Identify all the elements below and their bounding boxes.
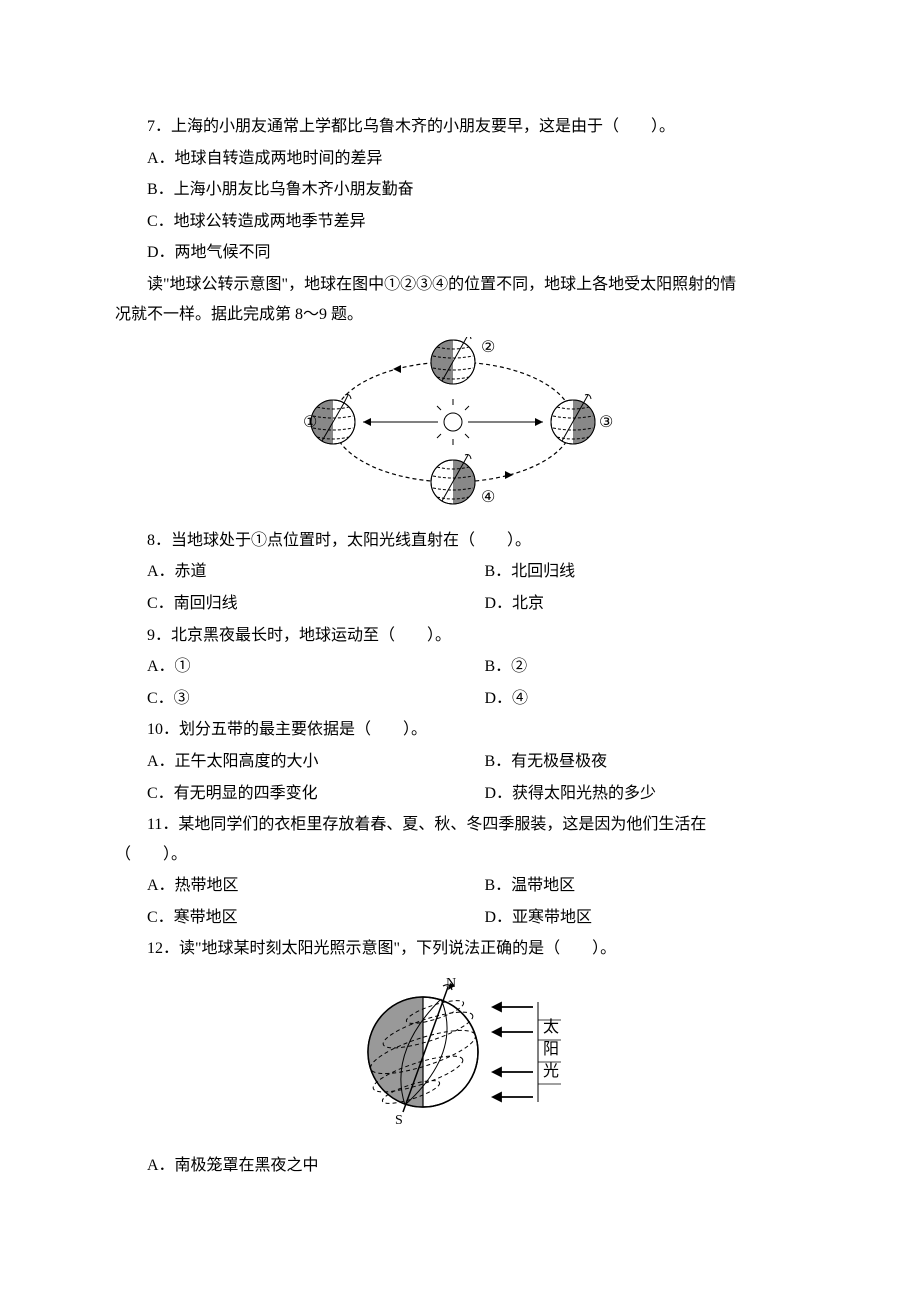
sun-char-3: 光: [543, 1062, 559, 1080]
orbit-label-4: ④: [481, 489, 495, 506]
q7-option-a: A．地球自转造成两地时间的差异: [115, 144, 790, 174]
q10-option-a: A．正午太阳高度的大小: [115, 747, 453, 777]
orbit-diagram: ① ② ③ ④: [115, 337, 790, 518]
q10-option-b: B．有无极昼极夜: [453, 747, 791, 777]
q9-option-c: C．③: [115, 684, 453, 714]
sun-char-1: 太: [543, 1018, 559, 1036]
q10-stem: 10．划分五带的最主要依据是（ ）。: [115, 715, 790, 745]
q8-option-a: A．赤道: [115, 557, 453, 587]
sun-char-2: 阳: [543, 1040, 559, 1058]
passage-orbit: 读"地球公转示意图"，地球在图中①②③④的位置不同，地球上各地受太阳照射的情 况…: [115, 270, 790, 329]
q9-stem: 9．北京黑夜最长时，地球运动至（ ）。: [115, 621, 790, 651]
q12-option-a: A．南极笼罩在黑夜之中: [115, 1151, 790, 1181]
north-label: N: [446, 976, 456, 991]
orbit-svg: ① ② ③ ④: [293, 337, 613, 507]
q10-option-c: C．有无明显的四季变化: [115, 779, 453, 809]
q10-option-d: D．获得太阳光热的多少: [453, 779, 791, 809]
q11-stem-line2: （ ）。: [115, 840, 790, 870]
q11-option-b: B．温带地区: [453, 871, 791, 901]
q9-option-b: B．②: [453, 652, 791, 682]
sunlight-diagram: N S 太 阳 光: [115, 972, 790, 1143]
sunlight-svg: N S 太 阳 光: [333, 972, 573, 1132]
passage-line2: 况就不一样。据此完成第 8～9 题。: [115, 300, 790, 330]
q11-stem: 11．某地同学们的衣柜里存放着春、夏、秋、冬四季服装，这是因为他们生活在 （ ）…: [115, 810, 790, 869]
orbit-label-1: ①: [303, 414, 317, 431]
orbit-label-2: ②: [481, 339, 495, 356]
q8-option-d: D．北京: [453, 589, 791, 619]
q11-stem-line1: 11．某地同学们的衣柜里存放着春、夏、秋、冬四季服装，这是因为他们生活在: [115, 810, 790, 840]
q8-stem: 8．当地球处于①点位置时，太阳光线直射在（ ）。: [115, 526, 790, 556]
q11-option-d: D．亚寒带地区: [453, 903, 791, 933]
south-label: S: [395, 1113, 403, 1128]
q8-option-b: B．北回归线: [453, 557, 791, 587]
q12-stem: 12．读"地球某时刻太阳光照示意图"，下列说法正确的是（ ）。: [115, 934, 790, 964]
passage-line1: 读"地球公转示意图"，地球在图中①②③④的位置不同，地球上各地受太阳照射的情: [115, 270, 790, 300]
q9-option-a: A．①: [115, 652, 453, 682]
q7-option-c: C．地球公转造成两地季节差异: [115, 207, 790, 237]
q7-option-d: D．两地气候不同: [115, 238, 790, 268]
orbit-label-3: ③: [599, 414, 613, 431]
q11-option-a: A．热带地区: [115, 871, 453, 901]
q11-option-c: C．寒带地区: [115, 903, 453, 933]
q9-option-d: D．④: [453, 684, 791, 714]
q8-option-c: C．南回归线: [115, 589, 453, 619]
q7-stem: 7．上海的小朋友通常上学都比乌鲁木齐的小朋友要早，这是由于（ ）。: [115, 112, 790, 142]
q7-option-b: B．上海小朋友比乌鲁木齐小朋友勤奋: [115, 175, 790, 205]
